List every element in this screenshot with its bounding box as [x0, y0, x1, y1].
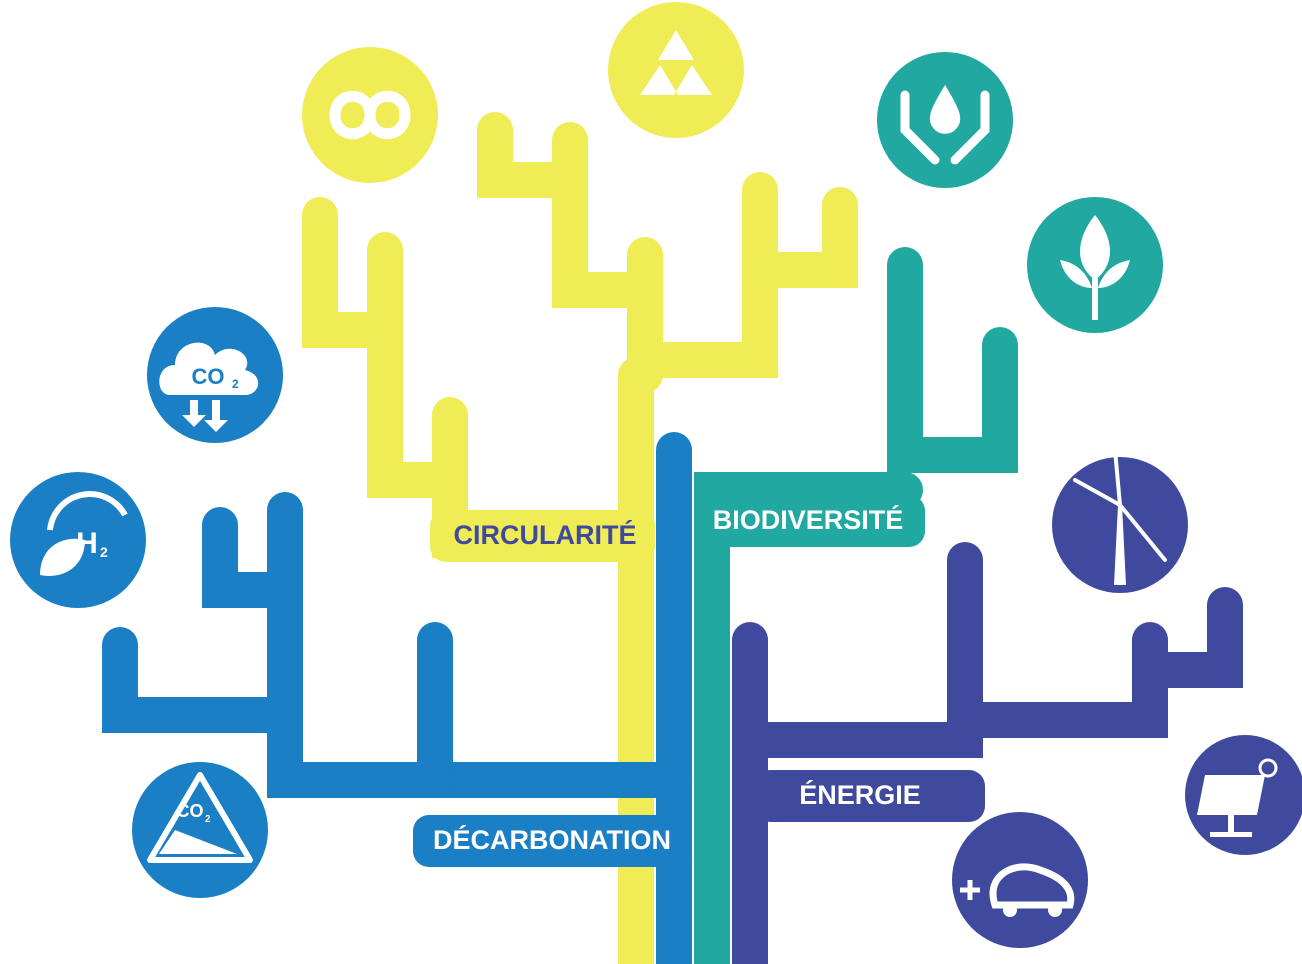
h2-subscript: 2	[100, 544, 108, 560]
co2-sign-icon: CO 2	[132, 762, 268, 898]
co2-sign-text: CO	[177, 801, 204, 821]
decarbonation-label: DÉCARBONATION	[433, 824, 671, 855]
infinity-icon	[302, 47, 438, 183]
plant-icon	[1027, 197, 1163, 333]
wind-turbine-icon	[1052, 450, 1188, 593]
co2-sign-subscript: 2	[205, 814, 211, 825]
recycle-icon	[608, 2, 744, 138]
tree-infographic: CIRCULARITÉ BIODIVERSITÉ DÉCARBONATION É…	[0, 0, 1302, 964]
co2-text: CO	[192, 364, 225, 389]
h2-text: H	[76, 527, 98, 560]
circularity-label: CIRCULARITÉ	[454, 519, 637, 550]
biodiversity-label: BIODIVERSITÉ	[713, 504, 904, 535]
co2-subscript: 2	[232, 377, 239, 391]
energy-label: ÉNERGIE	[799, 779, 921, 810]
co2-cloud-icon: CO 2	[147, 307, 283, 443]
solar-panel-icon	[1185, 735, 1302, 855]
h2-icon: H 2	[10, 472, 146, 608]
water-hands-icon	[877, 52, 1013, 188]
electric-car-icon	[952, 812, 1088, 948]
